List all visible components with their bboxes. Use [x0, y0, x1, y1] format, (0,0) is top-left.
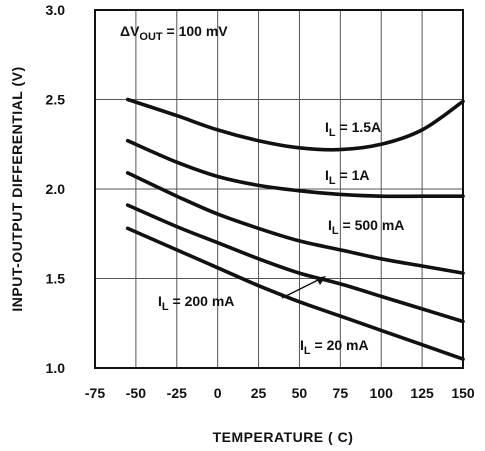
- y-tick-label: 1.0: [46, 360, 66, 376]
- series-label-200ma: IL = 200 mA: [158, 293, 234, 313]
- plot-frame: [94, 9, 464, 369]
- series-label-prefix: I: [325, 167, 329, 183]
- series-label-500ma: IL = 500 mA: [328, 217, 404, 237]
- y-tick-label: 2.5: [46, 92, 66, 108]
- series-label-sub: L: [329, 175, 336, 187]
- series-label-prefix: I: [158, 293, 162, 309]
- y-tick-label: 3.0: [46, 2, 66, 18]
- series-label-value: = 1A: [336, 167, 370, 183]
- series-label-1a: IL = 1A: [325, 167, 369, 187]
- series-label-value: = 500 mA: [339, 217, 405, 233]
- tick-labels: -75 -50 -25 0 25 50 75 100 125 150 1.0 1.5 2.0 2.5 3.0: [46, 2, 475, 401]
- x-tick-label: -25: [167, 385, 187, 401]
- series-label-prefix: I: [325, 119, 329, 135]
- y-tick-label: 2.0: [46, 181, 66, 197]
- series-label-sub: L: [332, 225, 339, 237]
- series-label-20ma: IL = 20 mA: [300, 337, 369, 357]
- series-label-value: = 200 mA: [169, 293, 235, 309]
- series-line-4: [125, 226, 465, 361]
- x-tick-label: 75: [333, 385, 349, 401]
- x-tick-label: 125: [410, 385, 434, 401]
- series-label-prefix: I: [300, 337, 304, 353]
- series-label-sub: L: [162, 301, 169, 313]
- x-tick-label: 150: [451, 385, 475, 401]
- series-label-value: = 20 mA: [311, 337, 369, 353]
- x-tick-label: 0: [214, 385, 222, 401]
- x-tick-label: 100: [370, 385, 394, 401]
- x-tick-label: 50: [292, 385, 308, 401]
- series-label-200ma-pointer: [281, 277, 323, 299]
- x-tick-label: 25: [251, 385, 267, 401]
- series-label-prefix: I: [328, 217, 332, 233]
- series-line-0: [125, 97, 465, 152]
- series-line-3: [125, 203, 465, 324]
- series-label-sub: L: [329, 127, 336, 139]
- condition-value: = 100 mV: [163, 23, 229, 39]
- series-line-1: [125, 138, 465, 199]
- condition-annotation: ΔVOUT = 100 mV: [120, 23, 228, 43]
- pointer-arrowhead: [316, 276, 326, 285]
- series-label-1500ma: IL = 1.5A: [325, 119, 381, 139]
- condition-subscript: OUT: [139, 31, 163, 43]
- y-tick-label: 1.5: [46, 271, 66, 287]
- y-axis-label: INPUT-OUTPUT DIFFERENTIAL (V): [9, 66, 25, 311]
- series-lines: [125, 97, 465, 361]
- x-tick-label: -50: [126, 385, 146, 401]
- condition-symbol: ΔV: [120, 23, 140, 39]
- series-line-2: [125, 171, 465, 275]
- series-label-sub: L: [304, 345, 311, 357]
- x-tick-label: -75: [85, 385, 105, 401]
- x-axis-label: TEMPERATURE ( C): [213, 429, 354, 445]
- series-label-value: = 1.5A: [336, 119, 382, 135]
